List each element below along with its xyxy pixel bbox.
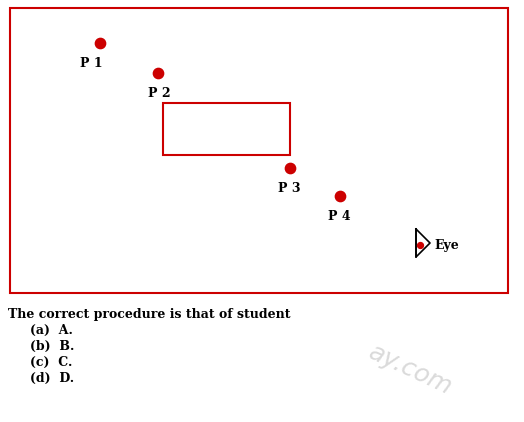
Text: (c)  C.: (c) C. [30, 356, 72, 369]
Text: P 3: P 3 [278, 182, 300, 195]
Point [336, 192, 344, 199]
Point [154, 70, 162, 76]
Bar [163, 103, 290, 155]
Bar [10, 8, 508, 293]
Text: P 4: P 4 [328, 210, 351, 223]
Point [416, 242, 424, 249]
Text: Eye: Eye [434, 238, 458, 252]
Text: P 2: P 2 [148, 87, 171, 100]
Text: (d)  D.: (d) D. [30, 372, 74, 385]
Text: The correct procedure is that of student: The correct procedure is that of student [8, 308, 290, 321]
Point [286, 165, 294, 171]
Text: (a)  A.: (a) A. [30, 324, 73, 337]
Text: (b)  B.: (b) B. [30, 340, 74, 353]
Point [96, 40, 104, 46]
Text: P 1: P 1 [80, 57, 103, 70]
Text: ay.com: ay.com [365, 341, 456, 400]
